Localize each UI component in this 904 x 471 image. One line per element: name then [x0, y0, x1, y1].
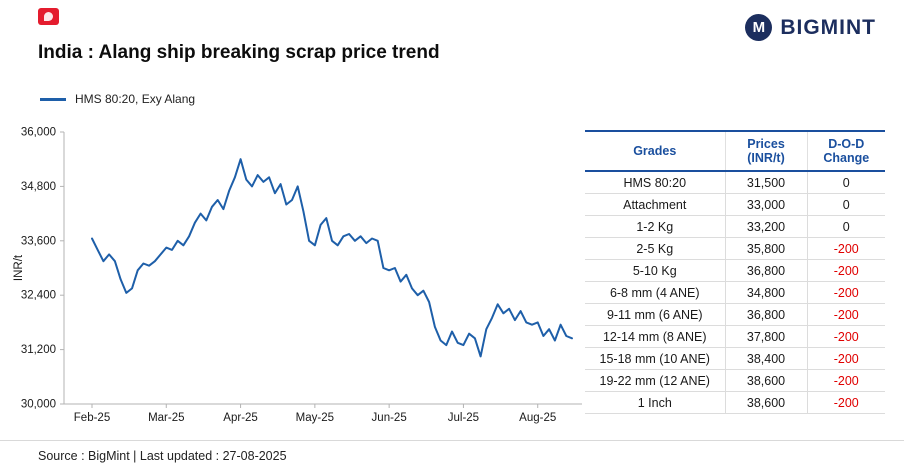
- grade-cell: 5-10 Kg: [585, 259, 726, 282]
- bigmint-logo: M BIGMINT: [745, 14, 876, 41]
- grade-cell: Attachment: [585, 193, 726, 216]
- header-prices: Prices (INR/t): [724, 130, 807, 172]
- grade-cell: 2-5 Kg: [585, 237, 726, 260]
- grades-table-body: HMS 80:20 31,500 0 Attachment 33,000 0 1-2 Kg 3…: [585, 170, 885, 414]
- table-row: 2-5 Kg 35,800 -200: [585, 237, 885, 260]
- svg-text:30,000: 30,000: [21, 399, 56, 411]
- price-cell: 38,600: [724, 369, 808, 392]
- table-row: 1 Inch 38,600 -200: [585, 391, 885, 414]
- table-row: 12-14 mm (8 ANE) 37,800 -200: [585, 325, 885, 348]
- change-cell: -200: [806, 391, 885, 414]
- change-cell: -200: [806, 303, 885, 326]
- svg-text:Jul-25: Jul-25: [448, 412, 479, 424]
- price-cell: 38,600: [724, 391, 808, 414]
- svg-text:Jun-25: Jun-25: [372, 412, 407, 424]
- price-cell: 36,800: [724, 303, 808, 326]
- legend-line-swatch: [40, 97, 66, 101]
- price-cell: 38,400: [724, 347, 808, 370]
- svg-text:33,600: 33,600: [21, 235, 56, 247]
- header-grades: Grades: [585, 130, 725, 172]
- change-cell: -200: [806, 369, 885, 392]
- change-cell: -200: [806, 237, 885, 260]
- change-cell: 0: [806, 170, 885, 194]
- svg-text:36,000: 36,000: [21, 127, 56, 139]
- bigmint-monogram: M: [752, 19, 766, 36]
- chart-legend: HMS 80:20, Exy Alang: [40, 92, 195, 106]
- change-cell: -200: [806, 281, 885, 304]
- svg-text:34,800: 34,800: [21, 181, 56, 193]
- price-chart-svg: 30,000 31,200 32,400 33,600 34,800 36,000 Feb-…: [13, 127, 582, 424]
- header-dod-change: D-O-D Change: [806, 130, 885, 172]
- svg-text:32,400: 32,400: [21, 290, 56, 302]
- price-cell: 33,000: [724, 193, 808, 216]
- svg-text:Feb-25: Feb-25: [74, 412, 110, 424]
- page-title: India : Alang ship breaking scrap price …: [38, 42, 440, 63]
- table-row: 6-8 mm (4 ANE) 34,800 -200: [585, 281, 885, 304]
- grade-cell: 1 Inch: [585, 391, 726, 414]
- grade-cell: 12-14 mm (8 ANE): [585, 325, 726, 348]
- price-cell: 33,200: [724, 215, 808, 238]
- table-row: Attachment 33,000 0: [585, 193, 885, 216]
- table-header-row: Grades Prices (INR/t) D-O-D Change: [585, 130, 885, 172]
- table-row: HMS 80:20 31,500 0: [585, 170, 885, 194]
- legend-label: HMS 80:20, Exy Alang: [75, 92, 196, 106]
- bigmint-red-mark-icon: [38, 8, 59, 25]
- grades-price-table: Grades Prices (INR/t) D-O-D Change HMS 8…: [585, 130, 885, 414]
- grade-cell: 9-11 mm (6 ANE): [585, 303, 726, 326]
- svg-text:INR/t: INR/t: [13, 254, 25, 281]
- grades-table: Grades Prices (INR/t) D-O-D Change HMS 8…: [585, 130, 885, 414]
- table-row: 15-18 mm (10 ANE) 38,400 -200: [585, 347, 885, 370]
- grade-cell: 6-8 mm (4 ANE): [585, 281, 726, 304]
- table-row: 19-22 mm (12 ANE) 38,600 -200: [585, 369, 885, 392]
- footer: Source : BigMint | Last updated : 27-08-…: [0, 440, 904, 471]
- svg-text:May-25: May-25: [296, 412, 334, 424]
- price-cell: 34,800: [724, 281, 808, 304]
- table-row: 9-11 mm (6 ANE) 36,800 -200: [585, 303, 885, 326]
- grade-cell: 15-18 mm (10 ANE): [585, 347, 726, 370]
- price-cell: 37,800: [724, 325, 808, 348]
- svg-text:Aug-25: Aug-25: [519, 412, 556, 424]
- change-cell: 0: [806, 193, 885, 216]
- svg-text:31,200: 31,200: [21, 344, 56, 356]
- grade-cell: HMS 80:20: [585, 170, 726, 194]
- bigmint-logo-icon: M: [745, 14, 773, 41]
- price-cell: 31,500: [724, 170, 808, 194]
- source-text: Source : BigMint | Last updated : 27-08-…: [38, 449, 287, 463]
- table-row: 1-2 Kg 33,200 0: [585, 215, 885, 238]
- bigmint-wordmark: BIGMINT: [780, 15, 876, 39]
- price-trend-chart: 30,000 31,200 32,400 33,600 34,800 36,000 Feb-…: [8, 112, 593, 430]
- grade-cell: 1-2 Kg: [585, 215, 726, 238]
- price-cell: 36,800: [724, 259, 808, 282]
- change-cell: -200: [806, 259, 885, 282]
- table-row: 5-10 Kg 36,800 -200: [585, 259, 885, 282]
- price-cell: 35,800: [724, 237, 808, 260]
- svg-text:Mar-25: Mar-25: [148, 412, 184, 424]
- change-cell: -200: [806, 347, 885, 370]
- grade-cell: 19-22 mm (12 ANE): [585, 369, 726, 392]
- change-cell: -200: [806, 325, 885, 348]
- svg-text:Apr-25: Apr-25: [223, 412, 258, 424]
- change-cell: 0: [806, 215, 885, 238]
